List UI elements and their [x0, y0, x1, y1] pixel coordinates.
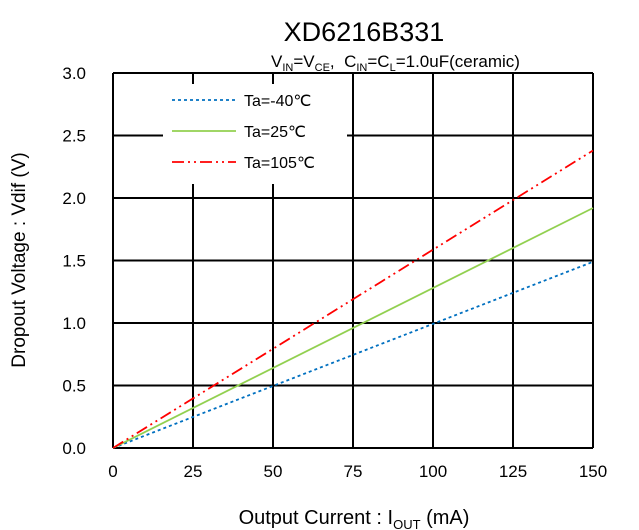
series-line-2 — [112, 149, 594, 449]
y-tick-label: 3.0 — [62, 64, 86, 83]
x-axis-ticks: 0 25 50 75 100 125 150 — [108, 462, 607, 481]
y-tick-label: 0.5 — [62, 377, 86, 396]
legend-label: Ta=25℃ — [244, 124, 306, 141]
y-axis-ticks: 0.0 0.5 1.0 1.5 2.0 2.5 3.0 — [62, 64, 86, 458]
chart-title: XD6216B331 — [284, 17, 445, 47]
x-axis-label: Output Current : IOUT (mA) — [239, 507, 470, 530]
legend-label: Ta=-40℃ — [244, 93, 311, 110]
legend-label: Ta=105℃ — [244, 155, 315, 172]
x-tick-label: 125 — [499, 462, 527, 481]
x-tick-label: 25 — [184, 462, 203, 481]
x-tick-label: 150 — [579, 462, 607, 481]
y-tick-label: 2.0 — [62, 189, 86, 208]
legend: Ta=-40℃ Ta=25℃ Ta=105℃ — [163, 84, 347, 184]
y-tick-label: 1.5 — [62, 252, 86, 271]
y-tick-label: 2.5 — [62, 127, 86, 146]
legend-box — [163, 84, 347, 184]
series-lines — [112, 149, 594, 449]
chart-subtitle: VIN=VCE, CIN=CL=1.0uF(ceramic) — [271, 52, 520, 74]
y-axis-label: Dropout Voltage : Vdif (V) — [9, 152, 30, 367]
x-tick-label: 100 — [419, 462, 447, 481]
y-tick-label: 1.0 — [62, 314, 86, 333]
x-tick-label: 0 — [108, 462, 117, 481]
x-tick-label: 75 — [344, 462, 363, 481]
y-tick-label: 0.0 — [62, 439, 86, 458]
series-line-1 — [112, 207, 594, 449]
series-line-0 — [112, 260, 594, 449]
x-tick-label: 50 — [264, 462, 283, 481]
